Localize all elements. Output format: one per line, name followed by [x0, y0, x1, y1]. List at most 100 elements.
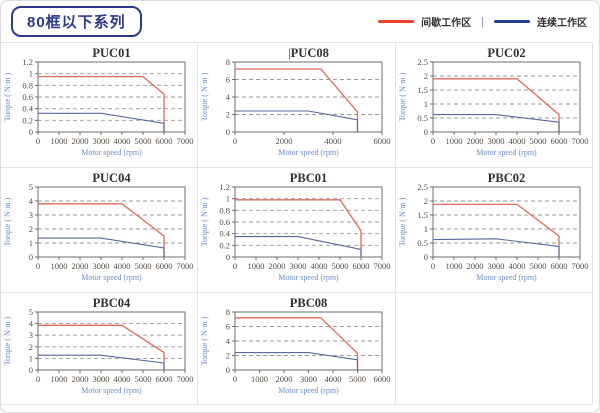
chart-puc02: PUC02 0 1000 2000 3000 4000 5000 6000 7000 0 0.5 1 1…	[398, 46, 589, 157]
y-tick-label: 0	[424, 127, 428, 137]
x-axis-label: Motor speed (rpm)	[81, 273, 142, 282]
y-tick-label: 0.8	[22, 80, 33, 90]
x-tick-label: 7000	[572, 261, 589, 271]
x-tick-label: 4000	[114, 374, 131, 384]
y-tick-label: 4	[226, 336, 231, 346]
x-tick-label: 6000	[353, 261, 370, 271]
y-tick-label: 2.5	[417, 57, 428, 67]
x-tick-label: 1000	[446, 261, 463, 271]
x-tick-label: 5000	[349, 374, 366, 384]
x-tick-label: 5000	[135, 374, 152, 384]
y-axis-label: Torque ( N·m )	[398, 72, 407, 121]
x-tick-label: 0	[36, 136, 40, 146]
intermittent-series-line	[38, 324, 165, 370]
x-tick-label: 6000	[156, 136, 173, 146]
x-tick-label: 2000	[72, 261, 89, 271]
x-tick-label: 2000	[276, 136, 293, 146]
series-title-badge: 80框以下系列	[11, 6, 142, 37]
x-tick-label: 6000	[156, 261, 173, 271]
continuous-series-line	[433, 114, 560, 132]
intermittent-series-line	[38, 75, 165, 132]
y-axis-label: Torque ( N·m )	[3, 316, 12, 365]
x-tick-label: 5000	[135, 261, 152, 271]
continuous-series-line	[38, 354, 165, 370]
x-tick-label: 2000	[276, 374, 293, 384]
x-axis-label: Motor speed (rpm)	[81, 386, 142, 395]
y-tick-label: 0.4	[219, 229, 230, 239]
intermittent-series-line	[235, 68, 359, 132]
intermittent-series-line	[235, 317, 359, 370]
x-tick-label: 1000	[446, 136, 463, 146]
x-tick-label: 4000	[509, 136, 526, 146]
y-tick-label: 2	[29, 342, 33, 352]
y-tick-label: 5	[29, 182, 33, 192]
x-axis-label: Motor speed (rpm)	[278, 148, 339, 157]
x-tick-label: 1000	[251, 374, 268, 384]
chart-title: PUC02	[487, 46, 525, 60]
y-tick-label: 0	[29, 365, 33, 375]
x-tick-label: 5000	[530, 261, 547, 271]
y-tick-label: 0.2	[22, 115, 33, 125]
y-tick-label: 1	[29, 353, 33, 363]
y-tick-label: 0	[226, 365, 230, 375]
x-tick-label: 0	[36, 261, 40, 271]
y-tick-label: 2	[424, 71, 428, 81]
chart-title: PBC01	[290, 171, 328, 185]
y-axis-label: Torque ( N·m )	[200, 316, 209, 365]
x-tick-label: 4000	[325, 374, 342, 384]
x-axis-label: Motor speed (rpm)	[278, 273, 339, 282]
x-tick-label: 6000	[156, 374, 173, 384]
x-tick-label: 4000	[114, 261, 131, 271]
y-tick-label: 0	[226, 252, 230, 262]
x-tick-label: 4000	[325, 136, 342, 146]
chart-cell-pbc02: PBC02 0 1000 2000 3000 4000 5000 6000 7000 0 0.5 1 1…	[396, 168, 593, 293]
x-tick-label: 3000	[488, 261, 505, 271]
x-tick-label: 4000	[114, 136, 131, 146]
y-tick-label: 2	[226, 110, 230, 120]
y-tick-label: 4	[29, 196, 34, 206]
y-tick-label: 0.2	[219, 240, 230, 250]
y-tick-label: 2	[424, 196, 428, 206]
x-tick-label: 0	[431, 136, 435, 146]
chart-cell-pbc08: PBC08 0 1000 2000 3000 4000 5000 6000 0 2 4 6 8 Motor…	[198, 293, 396, 405]
continuous-series-line	[38, 237, 165, 257]
x-tick-label: 2000	[467, 136, 484, 146]
y-tick-label: 1.2	[22, 57, 33, 67]
chart-pbc02: PBC02 0 1000 2000 3000 4000 5000 6000 7000 0 0.5 1 1…	[398, 171, 589, 282]
y-tick-label: 4	[29, 319, 34, 329]
y-axis-label: Torque ( N·m )	[3, 197, 12, 246]
chart-title: PBC04	[93, 296, 131, 310]
chart-cell-pbc01: PBC01 0 1000 2000 3000 4000 5000 6000 7000 0 0.2 0.…	[198, 168, 396, 293]
y-tick-label: 8	[226, 307, 230, 317]
y-tick-label: 0.6	[22, 92, 33, 102]
charts-grid: PUC01 0 1000 2000 3000 4000 5000 6000 7000 0 0.2 0.…	[1, 42, 593, 405]
legend: 间歇工作区 | 连续工作区	[378, 14, 587, 29]
x-tick-label: 1000	[51, 374, 68, 384]
x-tick-label: 3000	[93, 136, 110, 146]
y-tick-label: 0.8	[219, 205, 230, 215]
y-tick-label: 0	[29, 252, 33, 262]
chart-title: |PUC08	[288, 46, 329, 60]
y-tick-label: 0.4	[22, 104, 33, 114]
y-tick-label: 1.5	[417, 210, 428, 220]
y-tick-label: 1	[226, 194, 230, 204]
x-tick-label: 7000	[572, 136, 589, 146]
x-tick-label: 1000	[51, 136, 68, 146]
legend-label-continuous: 连续工作区	[537, 18, 587, 29]
chart-cell-puc04: PUC04 0 1000 2000 3000 4000 5000 6000 7000 0 1 2 3 4 5…	[1, 168, 198, 293]
chart-pbc08: PBC08 0 1000 2000 3000 4000 5000 6000 0 2 4 6 8 Motor…	[200, 296, 391, 395]
x-tick-label: 1000	[51, 261, 68, 271]
text-cursor: |	[288, 46, 291, 60]
x-tick-label: 2000	[72, 374, 89, 384]
chart-puc08: |PUC08 0 2000 4000 6000 0 2 4 6 8 Motor speed (rpm…	[200, 46, 391, 157]
legend-separator: |	[481, 15, 484, 28]
legend-label-intermittent: 间歇工作区	[421, 18, 472, 29]
x-tick-label: 0	[431, 261, 435, 271]
x-tick-label: 5000	[135, 136, 152, 146]
x-tick-label: 7000	[374, 261, 391, 271]
x-tick-label: 4000	[509, 261, 526, 271]
x-tick-label: 3000	[300, 374, 317, 384]
x-axis-label: Motor speed (rpm)	[476, 148, 537, 157]
